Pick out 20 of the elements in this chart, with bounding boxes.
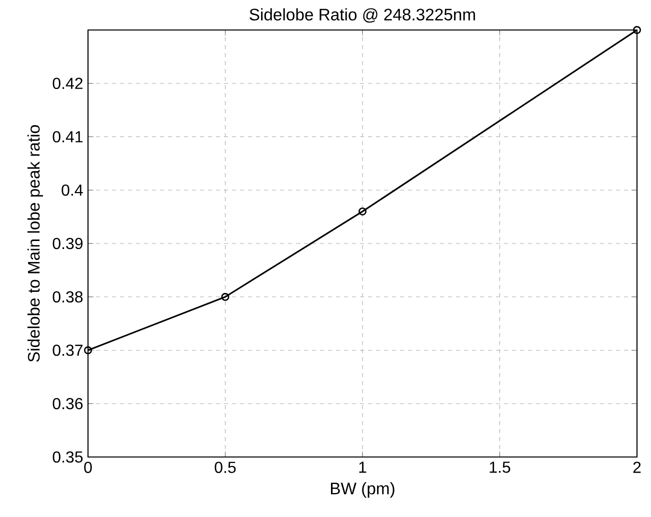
y-tick-label: 0.37 <box>52 344 82 356</box>
point <box>632 26 641 34</box>
y-tick-label: 0.42 <box>52 78 82 90</box>
point <box>84 346 92 354</box>
y-tick-label: 0.38 <box>52 291 83 303</box>
x-tick-label: 0 <box>84 462 92 474</box>
y-tick-label: 0.36 <box>52 398 83 410</box>
y-tick-label: 0.39 <box>52 238 83 250</box>
x-tick-label: 1.5 <box>490 462 510 473</box>
y-tick-label: 0.4 <box>62 184 83 196</box>
x-tick-label: 1 <box>359 462 366 473</box>
x-axis-title: BW (pm) <box>330 482 394 498</box>
y-tick-label: 0.35 <box>52 451 83 463</box>
chart-title: Sidelobe Ratio @ 248.3225nm <box>250 8 475 23</box>
y-axis-title: Sidelobe to Main lobe peak ratio <box>27 125 43 362</box>
point <box>358 207 366 216</box>
point <box>221 292 230 301</box>
x-tick-label: 2 <box>633 462 641 473</box>
x-tick-label: 0.5 <box>214 462 236 474</box>
y-tick-label: 0.41 <box>52 131 83 142</box>
